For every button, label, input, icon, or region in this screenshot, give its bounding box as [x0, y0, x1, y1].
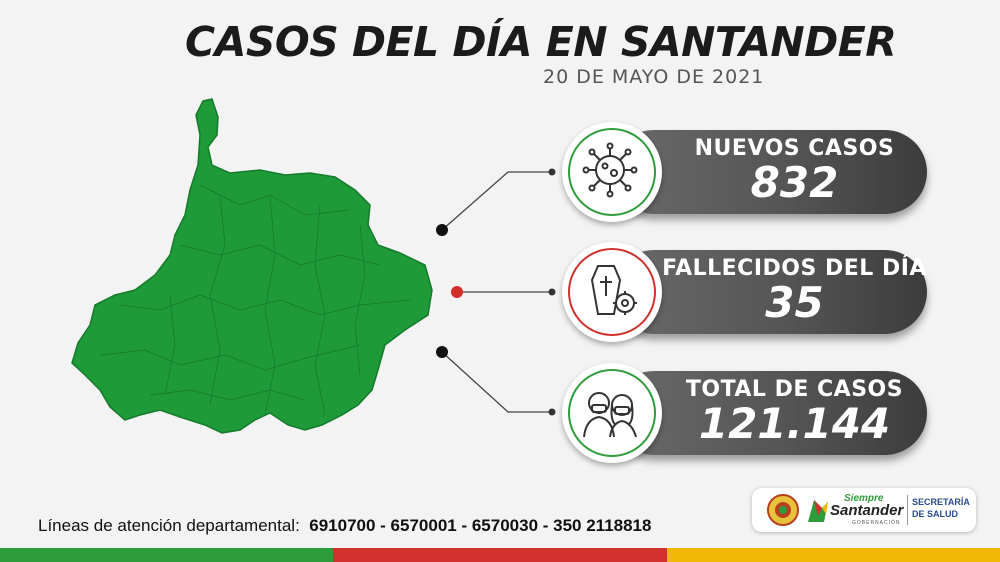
brand-mark-icon — [808, 500, 828, 522]
stat-label: NUEVOS CASOS — [694, 136, 895, 161]
stat-label: TOTAL DE CASOS — [685, 377, 904, 402]
stat-label: FALLECIDOS DEL DÍA — [662, 256, 927, 281]
contact-label: Líneas de atención departamental: — [38, 516, 300, 535]
stat-card-total-cases: TOTAL DE CASOS 121.144 — [562, 363, 930, 463]
stat-card-deaths: FALLECIDOS DEL DÍA 35 — [562, 242, 930, 342]
stat-value: 832 — [750, 158, 839, 207]
shield-icon — [767, 494, 799, 526]
brand-top: Siempre — [844, 493, 884, 504]
stripe-yellow — [666, 548, 1000, 562]
contact-lines: Líneas de atención departamental: 691070… — [38, 516, 651, 536]
stripe-green — [0, 548, 334, 562]
connector-lines — [436, 168, 556, 416]
page-title: CASOS DEL DÍA EN SANTANDER — [185, 18, 897, 66]
brand-name: Santander — [830, 502, 904, 519]
color-stripe — [0, 548, 1000, 562]
stat-value: 35 — [765, 278, 824, 327]
dept-line2: DE SALUD — [912, 509, 959, 519]
brand-sub: GOBERNACIÓN — [852, 520, 901, 526]
page-date: 20 DE MAYO DE 2021 — [543, 66, 765, 88]
coffin-icon — [590, 265, 637, 315]
santander-map — [71, 98, 433, 434]
contact-phones: 6910700 - 6570001 - 6570030 - 350 211881… — [309, 516, 652, 535]
stat-card-new-cases: NUEVOS CASOS 832 — [562, 122, 930, 222]
stripe-red — [333, 548, 667, 562]
government-logo: Siempre Santander GOBERNACIÓN SECRETARÍA… — [752, 488, 976, 532]
dept-line1: SECRETARÍA — [912, 497, 970, 507]
masked-people-icon — [583, 392, 637, 438]
virus-icon — [582, 142, 638, 198]
stat-value: 121.144 — [698, 399, 891, 448]
